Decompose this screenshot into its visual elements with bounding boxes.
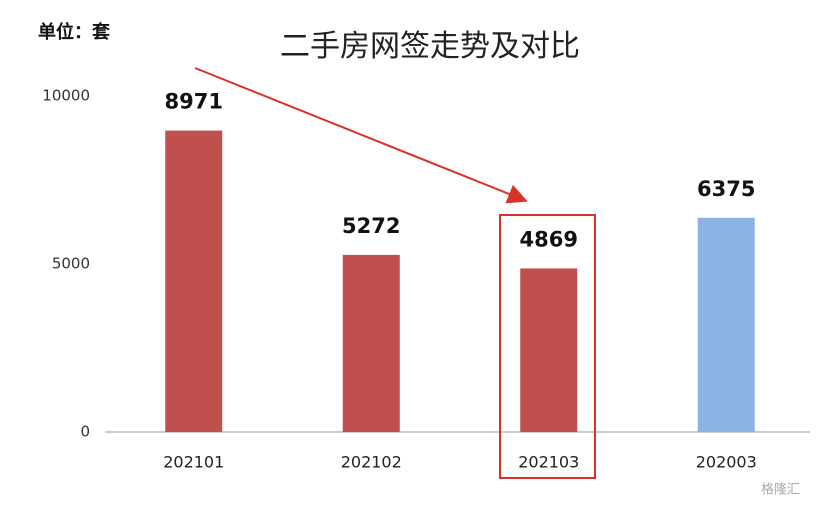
x-tick-label: 202102 bbox=[341, 453, 402, 472]
value-label: 6375 bbox=[697, 177, 755, 201]
chart-title: 二手房网签走势及对比 bbox=[280, 29, 580, 64]
value-label: 8971 bbox=[165, 90, 223, 114]
unit-label: 单位：套 bbox=[38, 21, 110, 43]
y-tick-label: 0 bbox=[80, 423, 90, 441]
value-label: 5272 bbox=[342, 214, 400, 238]
x-tick-label: 202101 bbox=[163, 453, 224, 472]
y-tick-label: 10000 bbox=[42, 87, 90, 105]
y-tick-label: 5000 bbox=[52, 255, 90, 273]
bar bbox=[165, 130, 223, 432]
x-tick-label: 202103 bbox=[518, 453, 579, 472]
bar bbox=[520, 268, 578, 432]
bar bbox=[697, 217, 755, 432]
arrow bbox=[194, 67, 528, 204]
bar bbox=[342, 254, 400, 432]
watermark: 格隆汇 bbox=[761, 482, 800, 498]
highlight-box bbox=[499, 214, 596, 479]
x-tick-label: 202003 bbox=[696, 453, 757, 472]
value-label: 4869 bbox=[520, 227, 578, 251]
